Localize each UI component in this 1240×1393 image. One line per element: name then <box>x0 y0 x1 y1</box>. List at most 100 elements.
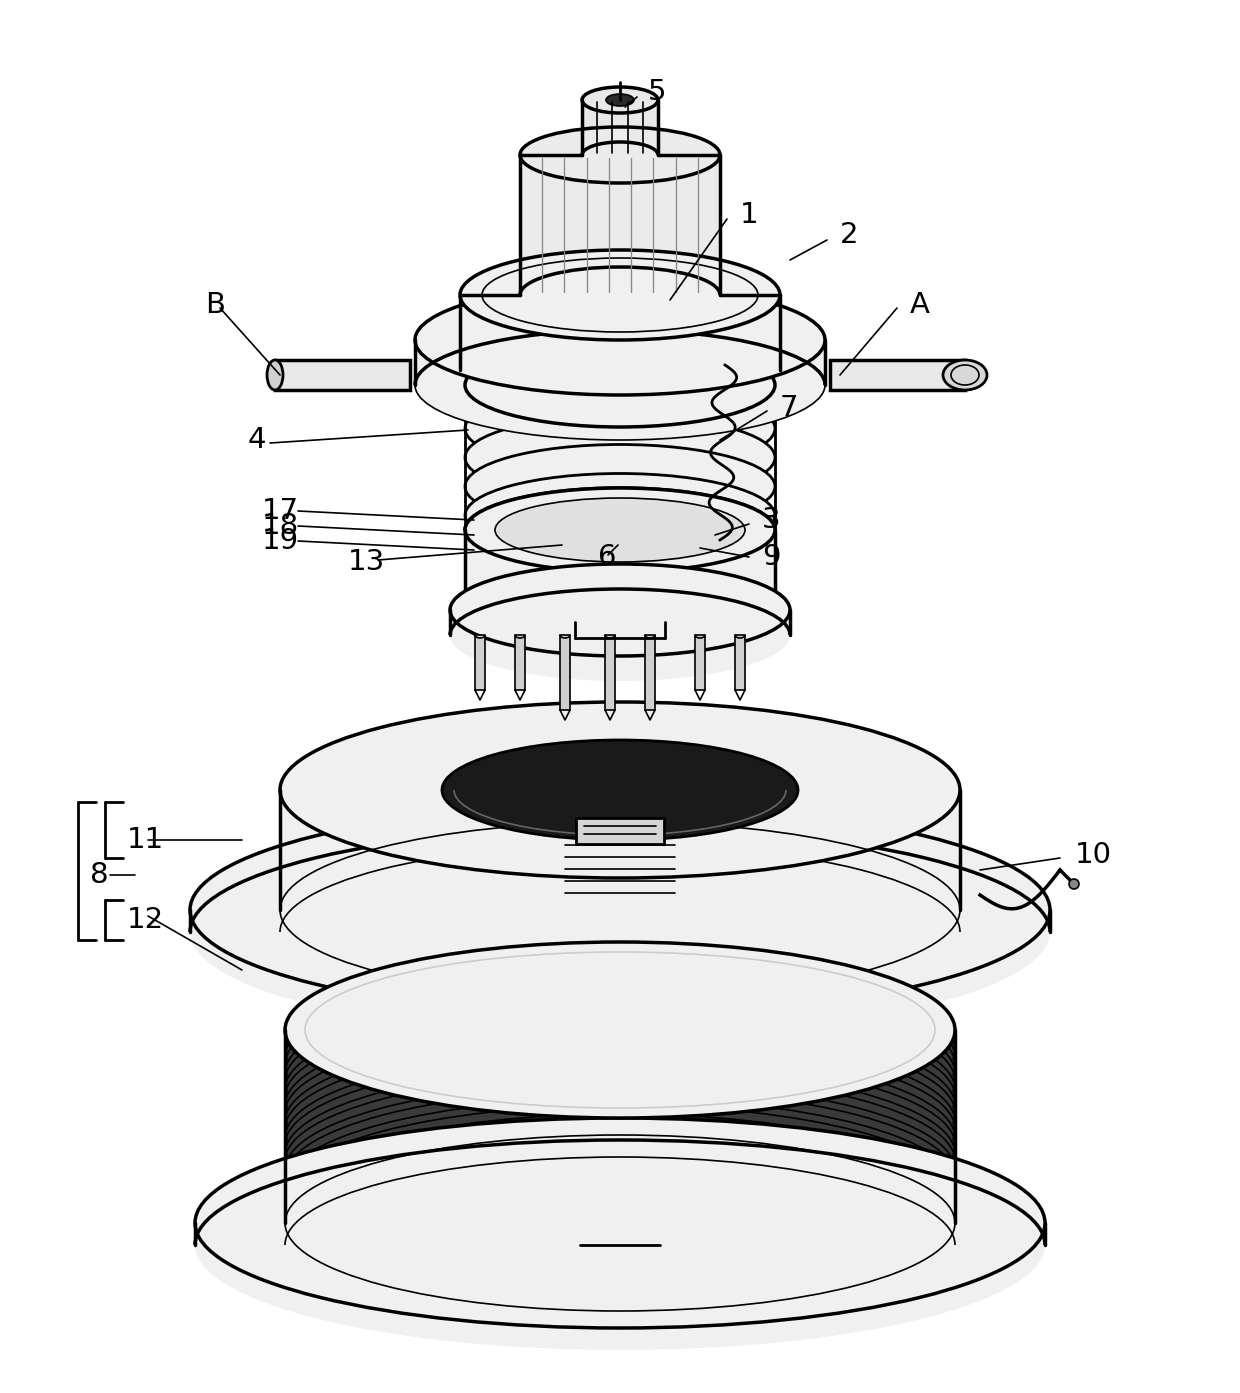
FancyBboxPatch shape <box>280 790 960 910</box>
Ellipse shape <box>465 415 775 500</box>
FancyBboxPatch shape <box>520 155 720 295</box>
FancyBboxPatch shape <box>285 1145 955 1153</box>
FancyBboxPatch shape <box>285 1209 955 1217</box>
FancyBboxPatch shape <box>285 1177 955 1185</box>
Text: 18: 18 <box>262 513 299 540</box>
FancyBboxPatch shape <box>285 1217 955 1223</box>
Text: 2: 2 <box>839 221 858 249</box>
FancyBboxPatch shape <box>694 635 706 690</box>
Text: 13: 13 <box>348 547 386 575</box>
FancyBboxPatch shape <box>285 1106 955 1110</box>
Text: 10: 10 <box>1075 841 1112 869</box>
FancyBboxPatch shape <box>285 1121 955 1127</box>
Ellipse shape <box>465 474 775 557</box>
Ellipse shape <box>190 827 1050 1036</box>
FancyBboxPatch shape <box>285 1041 955 1046</box>
FancyBboxPatch shape <box>275 359 410 390</box>
Text: 12: 12 <box>126 905 164 933</box>
Ellipse shape <box>450 564 790 656</box>
FancyBboxPatch shape <box>285 1049 955 1057</box>
Text: 1: 1 <box>740 201 759 228</box>
Text: A: A <box>910 291 930 319</box>
FancyBboxPatch shape <box>582 100 658 155</box>
Ellipse shape <box>285 953 955 1130</box>
FancyBboxPatch shape <box>285 1057 955 1063</box>
Ellipse shape <box>285 970 955 1145</box>
FancyBboxPatch shape <box>285 1128 955 1138</box>
FancyBboxPatch shape <box>285 1089 955 1095</box>
Ellipse shape <box>285 1130 955 1307</box>
Ellipse shape <box>582 86 658 113</box>
Text: 11: 11 <box>126 826 164 854</box>
Ellipse shape <box>495 499 745 561</box>
Ellipse shape <box>285 1082 955 1258</box>
Ellipse shape <box>195 1139 1045 1350</box>
Ellipse shape <box>285 1114 955 1290</box>
Ellipse shape <box>520 127 720 182</box>
FancyBboxPatch shape <box>285 1081 955 1089</box>
Ellipse shape <box>415 330 825 440</box>
Ellipse shape <box>280 702 960 878</box>
FancyBboxPatch shape <box>515 635 525 690</box>
Text: 3: 3 <box>763 506 781 534</box>
FancyBboxPatch shape <box>285 1185 955 1191</box>
Ellipse shape <box>450 589 790 681</box>
Ellipse shape <box>267 359 283 390</box>
Text: 8: 8 <box>91 861 109 889</box>
Ellipse shape <box>465 568 775 652</box>
Ellipse shape <box>465 488 775 573</box>
Text: 4: 4 <box>248 426 267 454</box>
FancyBboxPatch shape <box>285 1194 955 1202</box>
FancyBboxPatch shape <box>645 635 655 710</box>
FancyBboxPatch shape <box>285 1153 955 1159</box>
FancyBboxPatch shape <box>285 1096 955 1106</box>
FancyBboxPatch shape <box>577 818 663 844</box>
FancyBboxPatch shape <box>830 359 965 390</box>
Ellipse shape <box>465 444 775 528</box>
Ellipse shape <box>441 740 799 840</box>
FancyBboxPatch shape <box>475 635 485 690</box>
FancyBboxPatch shape <box>195 1223 1045 1245</box>
FancyBboxPatch shape <box>285 1074 955 1078</box>
Text: 19: 19 <box>262 527 299 554</box>
Ellipse shape <box>285 1066 955 1241</box>
Ellipse shape <box>190 805 1050 1015</box>
FancyBboxPatch shape <box>605 635 615 710</box>
Ellipse shape <box>285 985 955 1162</box>
Text: 5: 5 <box>649 78 667 106</box>
FancyBboxPatch shape <box>735 635 745 690</box>
FancyBboxPatch shape <box>285 1032 955 1041</box>
Ellipse shape <box>465 386 775 471</box>
Ellipse shape <box>285 942 955 1119</box>
Text: 7: 7 <box>780 394 799 422</box>
FancyBboxPatch shape <box>190 910 1050 932</box>
Ellipse shape <box>285 1018 955 1194</box>
Ellipse shape <box>520 267 720 323</box>
FancyBboxPatch shape <box>285 1113 955 1121</box>
FancyBboxPatch shape <box>285 1138 955 1142</box>
FancyBboxPatch shape <box>285 1162 955 1170</box>
FancyBboxPatch shape <box>285 1064 955 1074</box>
Text: 6: 6 <box>598 543 616 571</box>
FancyBboxPatch shape <box>450 610 790 635</box>
Ellipse shape <box>460 249 780 340</box>
Ellipse shape <box>465 358 775 442</box>
Ellipse shape <box>465 343 775 428</box>
Ellipse shape <box>1069 879 1079 889</box>
FancyBboxPatch shape <box>560 635 570 710</box>
Text: 9: 9 <box>763 543 780 571</box>
Ellipse shape <box>285 1002 955 1177</box>
FancyBboxPatch shape <box>285 1170 955 1174</box>
Text: 17: 17 <box>262 497 299 525</box>
FancyBboxPatch shape <box>415 340 825 384</box>
Ellipse shape <box>606 93 634 106</box>
Ellipse shape <box>582 142 658 169</box>
FancyBboxPatch shape <box>285 1202 955 1206</box>
FancyBboxPatch shape <box>465 529 775 610</box>
Ellipse shape <box>465 488 775 573</box>
FancyBboxPatch shape <box>460 295 780 371</box>
Ellipse shape <box>415 286 825 396</box>
Text: B: B <box>205 291 224 319</box>
Ellipse shape <box>285 1098 955 1275</box>
Ellipse shape <box>285 1034 955 1209</box>
